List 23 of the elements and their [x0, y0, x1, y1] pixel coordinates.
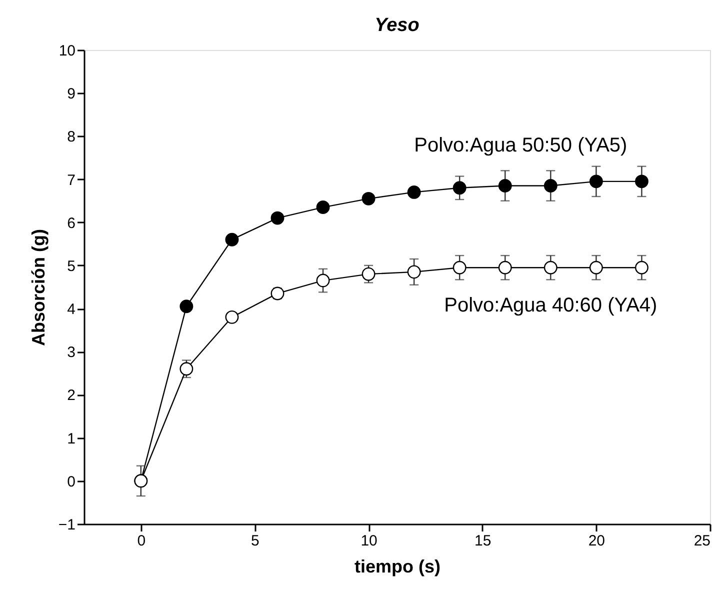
y-tick-label: 10: [58, 42, 76, 60]
y-tick-label: 1: [67, 430, 76, 448]
series-label: Polvo:Agua 40:60 (YA4): [444, 294, 658, 317]
y-tick-label: 8: [67, 128, 76, 146]
x-tick-label: 10: [360, 532, 378, 550]
y-tick-label: 9: [67, 86, 76, 103]
chart-title: Yeso: [374, 15, 420, 36]
y-tick-label: 2: [67, 387, 76, 404]
series-label: Polvo:Agua 50:50 (YA5): [414, 134, 628, 157]
y-tick-label: 6: [67, 214, 76, 232]
x-tick-label: 20: [588, 532, 606, 550]
y-tick-label: 5: [67, 258, 76, 275]
x-axis-title: tiempo (s): [354, 556, 441, 576]
y-tick-label: −1: [58, 516, 76, 534]
y-tick-label: 3: [67, 344, 76, 362]
x-tick-label: 0: [137, 532, 146, 550]
y-tick-label: 4: [67, 301, 76, 318]
y-tick-label: 7: [67, 172, 76, 189]
x-tick-label: 5: [251, 532, 260, 550]
x-tick-label: 15: [474, 532, 492, 550]
y-axis-title: Absorción (g): [28, 229, 48, 346]
x-tick-label: 25: [694, 532, 710, 550]
y-tick-label: 0: [67, 473, 76, 490]
